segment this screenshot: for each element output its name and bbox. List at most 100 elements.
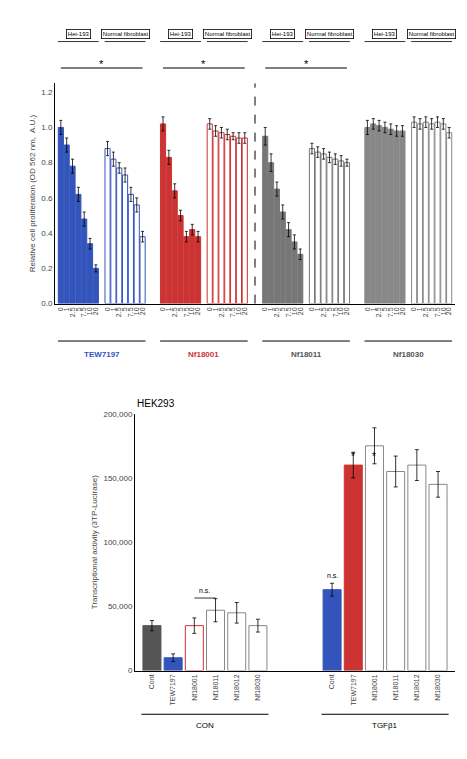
svg-text:7.5: 7.5 (80, 307, 87, 317)
svg-text:0: 0 (308, 307, 315, 311)
svg-text:Normal fibroblast: Normal fibroblast (205, 31, 251, 37)
svg-text:10: 10 (86, 307, 93, 315)
svg-text:20: 20 (92, 307, 99, 315)
svg-text:0: 0 (57, 307, 64, 311)
svg-text:5: 5 (326, 307, 333, 311)
svg-text:5: 5 (121, 307, 128, 311)
svg-text:20: 20 (399, 307, 406, 315)
svg-text:Nf18012: Nf18012 (413, 674, 420, 701)
svg-text:Hei-193: Hei-193 (68, 31, 90, 37)
svg-text:2.5: 2.5 (116, 307, 123, 317)
svg-text:Nf18012: Nf18012 (233, 674, 240, 701)
svg-text:2.5: 2.5 (422, 307, 429, 317)
svg-text:Nf18011: Nf18011 (212, 674, 219, 700)
svg-text:Normal fibroblast: Normal fibroblast (103, 31, 149, 37)
svg-text:Hei-193: Hei-193 (170, 31, 192, 37)
svg-text:0.2: 0.2 (41, 264, 53, 273)
svg-text:Nf18030: Nf18030 (393, 350, 424, 359)
svg-text:Nf18011: Nf18011 (392, 674, 399, 700)
svg-text:TEW7197: TEW7197 (350, 674, 357, 705)
svg-text:1: 1 (165, 307, 172, 311)
svg-text:Nf18001: Nf18001 (188, 350, 219, 359)
svg-text:7.5: 7.5 (332, 307, 339, 317)
svg-text:1: 1 (416, 307, 423, 311)
svg-text:Nf18001: Nf18001 (371, 674, 378, 701)
svg-text:Nf18011: Nf18011 (291, 350, 322, 359)
svg-text:10: 10 (393, 307, 400, 315)
svg-text:*: * (304, 58, 309, 70)
svg-text:Transcriptional activity (3TP-: Transcriptional activity (3TP-Lucirase) (90, 475, 99, 609)
svg-text:100,000: 100,000 (103, 538, 132, 547)
svg-text:0: 0 (104, 307, 111, 311)
svg-text:1: 1 (370, 307, 377, 311)
svg-text:CON: CON (196, 721, 214, 730)
svg-text:20: 20 (445, 307, 452, 315)
svg-text:Normal fibroblast: Normal fibroblast (409, 31, 455, 37)
svg-text:Relative cell proliferation (O: Relative cell proliferation (OD 562 nm, … (28, 114, 37, 272)
svg-text:0: 0 (364, 307, 371, 311)
svg-text:0.0: 0.0 (41, 299, 53, 308)
svg-text:2.5: 2.5 (69, 307, 76, 317)
svg-text:10: 10 (337, 307, 344, 315)
svg-text:2.5: 2.5 (375, 307, 382, 317)
svg-text:1: 1 (110, 307, 117, 311)
svg-text:5: 5 (279, 307, 286, 311)
svg-text:1: 1 (212, 307, 219, 311)
svg-text:Nf18030: Nf18030 (254, 674, 261, 701)
svg-text:2.5: 2.5 (273, 307, 280, 317)
svg-text:7.5: 7.5 (434, 307, 441, 317)
svg-text:5: 5 (75, 307, 82, 311)
svg-text:1.2: 1.2 (41, 88, 53, 97)
svg-text:5: 5 (224, 307, 231, 311)
svg-text:7.5: 7.5 (127, 307, 134, 317)
svg-text:*: * (99, 58, 104, 70)
svg-text:20: 20 (343, 307, 350, 315)
svg-text:5: 5 (177, 307, 184, 311)
svg-text:1: 1 (267, 307, 274, 311)
svg-text:7.5: 7.5 (229, 307, 236, 317)
svg-text:10: 10 (133, 307, 140, 315)
svg-text:*: * (351, 451, 355, 462)
svg-text:2.5: 2.5 (320, 307, 327, 317)
svg-text:7.5: 7.5 (183, 307, 190, 317)
svg-text:20: 20 (297, 307, 304, 315)
svg-text:7.5: 7.5 (285, 307, 292, 317)
svg-text:*: * (201, 58, 206, 70)
svg-text:TGFβ1: TGFβ1 (372, 721, 398, 730)
svg-text:20: 20 (241, 307, 248, 315)
svg-text:0: 0 (206, 307, 213, 311)
svg-text:2.5: 2.5 (218, 307, 225, 317)
svg-text:0.8: 0.8 (41, 158, 53, 167)
svg-text:Cont: Cont (148, 674, 155, 689)
svg-text:0: 0 (410, 307, 417, 311)
svg-text:TEW7197: TEW7197 (169, 674, 176, 705)
svg-text:50,000: 50,000 (108, 602, 133, 611)
svg-text:10: 10 (189, 307, 196, 315)
svg-text:TEW7197: TEW7197 (84, 350, 120, 359)
svg-text:Nf18030: Nf18030 (434, 674, 441, 701)
svg-text:10: 10 (235, 307, 242, 315)
svg-text:7.5: 7.5 (387, 307, 394, 317)
svg-text:5: 5 (381, 307, 388, 311)
svg-text:Cont: Cont (328, 674, 335, 689)
svg-text:0: 0 (159, 307, 166, 311)
svg-text:Normal fibroblast: Normal fibroblast (307, 31, 353, 37)
svg-text:0: 0 (261, 307, 268, 311)
svg-text:n.s.: n.s. (327, 572, 338, 579)
svg-text:1: 1 (314, 307, 321, 311)
svg-text:10: 10 (291, 307, 298, 315)
svg-text:n.s.: n.s. (199, 587, 210, 594)
svg-text:10: 10 (440, 307, 447, 315)
svg-text:5: 5 (428, 307, 435, 311)
svg-text:Hei-193: Hei-193 (374, 31, 396, 37)
svg-text:1.0: 1.0 (41, 123, 53, 132)
svg-text:200,000: 200,000 (103, 410, 132, 419)
svg-text:0.4: 0.4 (41, 229, 53, 238)
svg-text:150,000: 150,000 (103, 474, 132, 483)
svg-text:1: 1 (63, 307, 70, 311)
svg-text:20: 20 (194, 307, 201, 315)
svg-text:HEK293: HEK293 (137, 398, 175, 409)
svg-text:*: * (372, 451, 376, 462)
svg-text:Hei-193: Hei-193 (272, 31, 294, 37)
svg-text:Nf18001: Nf18001 (191, 674, 198, 701)
